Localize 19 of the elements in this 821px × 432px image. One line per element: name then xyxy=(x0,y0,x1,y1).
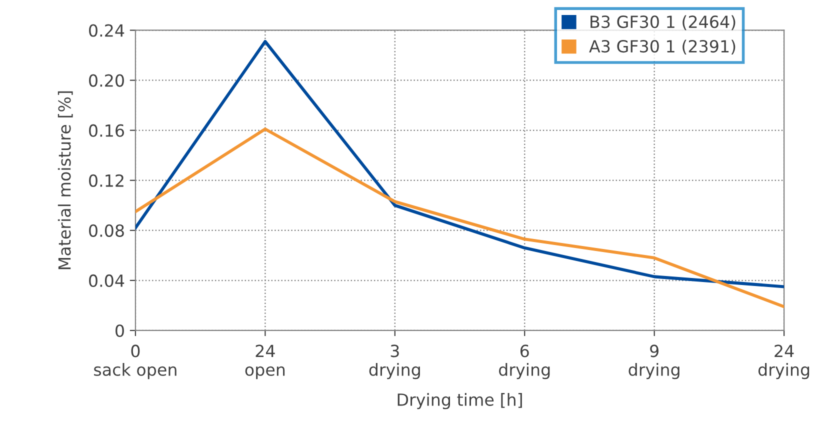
y-tick-label: 0.08 xyxy=(89,224,124,237)
y-tick-label: 0.24 xyxy=(89,24,124,37)
y-tick-label: 0.20 xyxy=(89,74,124,87)
legend-label: B3 GF30 1 (2464) xyxy=(590,15,736,30)
x-axis-title: Drying time [h] xyxy=(398,393,522,410)
y-axis-title: Material moisture [%] xyxy=(58,91,73,270)
y-tick-label: 0.16 xyxy=(89,124,124,137)
legend-label: A3 GF30 1 (2391) xyxy=(589,40,736,55)
x-tick-label: 24 drying xyxy=(758,344,810,380)
x-tick-label: 3 drying xyxy=(369,344,420,380)
x-tick-label: 6 drying xyxy=(499,344,550,380)
y-tick-label: 0.12 xyxy=(89,174,124,187)
y-tick-label: 0.04 xyxy=(89,274,124,288)
y-tick-label: 0 xyxy=(116,324,124,338)
line-series xyxy=(135,40,784,288)
line-series xyxy=(135,128,784,308)
x-tick-label: 24 open xyxy=(245,344,285,380)
x-tick-label: 9 drying xyxy=(628,344,680,380)
x-tick-label: 0 sack open xyxy=(94,344,176,380)
